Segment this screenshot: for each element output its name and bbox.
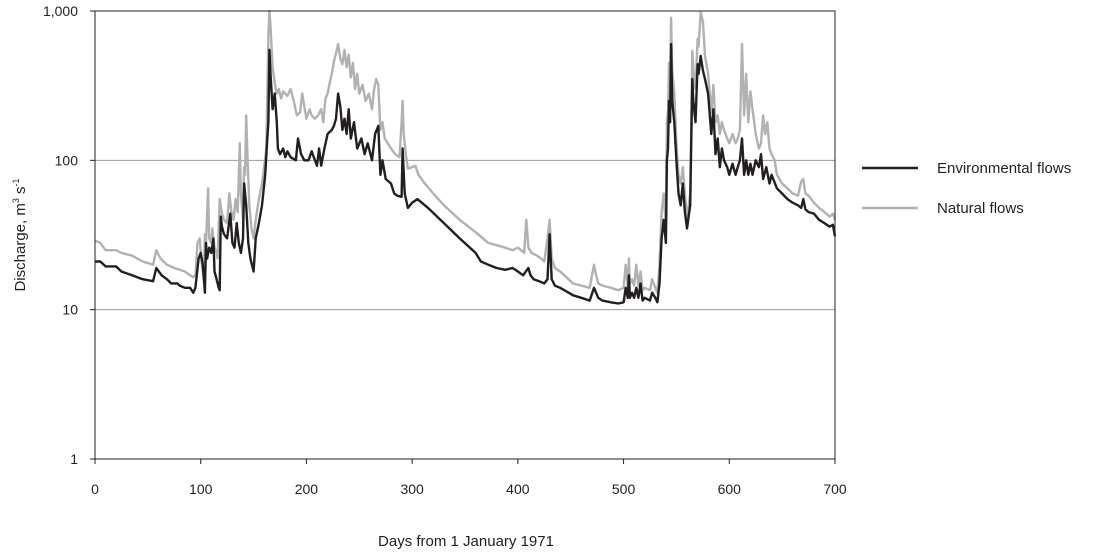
legend-label-natural: Natural flows (937, 200, 1024, 217)
axes (90, 10, 836, 464)
x-tick-label-100: 100 (189, 481, 213, 497)
y-axis-title-mid: s (12, 186, 29, 198)
y-axis-title-sup2: -1 (11, 178, 21, 186)
y-tick-label-1: 1 (70, 451, 78, 467)
y-axis-title: Discharge, m3 s-1 (11, 178, 29, 291)
y-tick-label-10: 10 (62, 302, 78, 318)
series-line-environmental-flows (95, 42, 837, 305)
x-tick-label-700: 700 (823, 481, 847, 497)
y-tick-label-100: 100 (55, 152, 79, 168)
x-tick-label-500: 500 (612, 481, 636, 497)
legend-label-environmental: Environmental flows (937, 160, 1071, 177)
plot-frame (94, 10, 836, 460)
x-tick-label-200: 200 (295, 481, 319, 497)
y-axis-title-main: Discharge, m (12, 203, 29, 291)
x-tick-label-300: 300 (400, 481, 424, 497)
x-axis-title: Days from 1 January 1971 (378, 533, 554, 550)
tick-labels: 0 100 200 300 400 500 600 700 1 10 100 1,000 (43, 3, 847, 497)
y-axis-title-sup1: 3 (11, 198, 21, 203)
x-tick-label-0: 0 (91, 481, 99, 497)
x-tick-label-600: 600 (718, 481, 742, 497)
series-lines (94, 9, 837, 305)
x-tick-label-400: 400 (506, 481, 530, 497)
legend: Environmental flows Natural flows (862, 160, 1071, 217)
y-tick-label-1000: 1,000 (43, 3, 78, 19)
series-line-natural-flows (94, 9, 837, 294)
